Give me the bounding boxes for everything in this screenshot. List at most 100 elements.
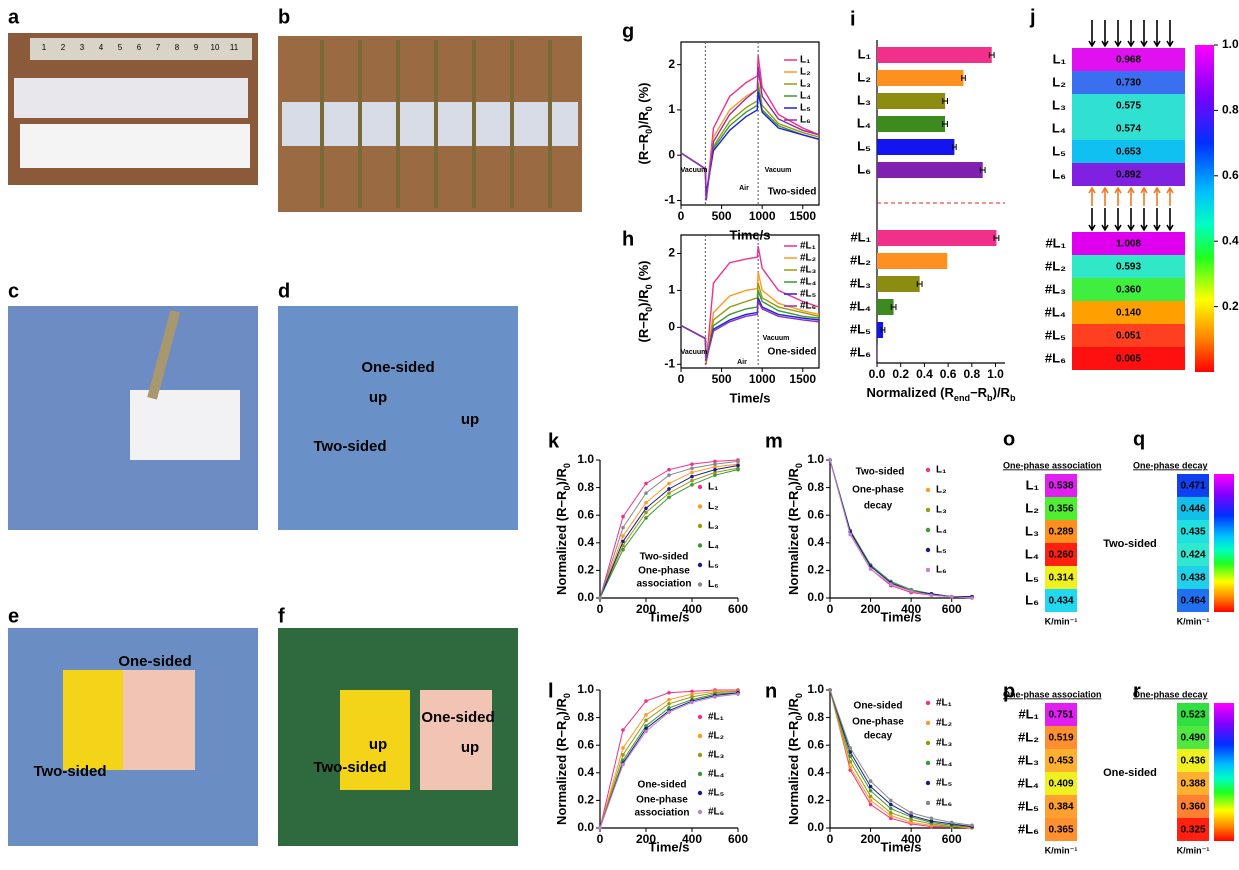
point [828, 458, 832, 462]
panel-letter: a [8, 6, 20, 28]
bar [877, 70, 964, 86]
y-tick-label: 1 [668, 283, 675, 297]
x-tick-label: 0 [597, 832, 604, 846]
point [690, 462, 694, 466]
legend-marker [926, 508, 930, 512]
cell-value: 0.434 [1048, 596, 1073, 607]
row-label: L₂ [1025, 500, 1039, 515]
legend-label: L₅ [708, 560, 719, 571]
electrode [396, 40, 400, 208]
point [598, 826, 602, 830]
legend-label: L₄ [936, 525, 947, 536]
series-line [681, 87, 819, 196]
legend-label: #L₅ [936, 778, 953, 789]
legend-marker [698, 563, 702, 567]
note: One-sided [1103, 767, 1157, 779]
point [828, 688, 832, 692]
arrow [1089, 208, 1095, 230]
bar [877, 93, 945, 109]
photo-label: up [369, 389, 387, 406]
legend-marker [698, 715, 702, 719]
y-tick-label: 0 [668, 147, 675, 161]
row-label: #L₁ [1045, 235, 1066, 250]
point [848, 765, 852, 769]
point [713, 462, 717, 466]
unit: K/min⁻¹ [1045, 616, 1078, 626]
cell-value: 0.464 [1180, 596, 1205, 607]
pink-sample [420, 690, 492, 790]
cell-value: 0.435 [1180, 527, 1205, 538]
axis [681, 42, 819, 205]
point [869, 799, 873, 803]
ruler-number: 9 [194, 43, 199, 52]
cell-value: 0.575 [1116, 101, 1141, 112]
panel-letter: h [622, 228, 634, 250]
panel-letter: n [765, 680, 777, 702]
point [644, 713, 648, 717]
cell-value: 0.490 [1180, 733, 1205, 744]
row-label: #L₂ [1045, 258, 1066, 273]
legend-label: L₃ [936, 505, 947, 516]
point [869, 567, 873, 571]
point [889, 807, 893, 811]
point [667, 710, 671, 714]
legend-label: L₅ [936, 545, 947, 556]
y-tick-label: 0.6 [577, 737, 594, 751]
point [736, 692, 740, 696]
arrow [1154, 208, 1160, 230]
row-label: L₄ [1052, 120, 1066, 135]
unit: K/min⁻¹ [1177, 616, 1210, 626]
paper-strip [14, 78, 248, 118]
legend-marker [698, 543, 702, 547]
y-tick-label: 0.6 [807, 507, 824, 521]
row-label: #L₂ [1018, 729, 1039, 744]
pink-sample [123, 670, 195, 770]
axis-label-part: )/R [786, 468, 801, 486]
point [889, 799, 893, 803]
legend-label: #L₄ [708, 769, 725, 780]
row-label: #L₁ [1018, 706, 1039, 721]
point [889, 582, 893, 586]
cell-value: 0.523 [1180, 710, 1205, 721]
legend-marker [698, 791, 702, 795]
point [621, 728, 625, 732]
axis-label-part: end [954, 393, 970, 403]
axis-label: Normalized (R−R0)/R0 [786, 693, 804, 825]
y-tick-label: 0 [668, 320, 675, 334]
point [970, 823, 974, 827]
row-label: #L₃ [1045, 281, 1066, 296]
category-label: L₅ [857, 138, 871, 153]
annotation: One-sided [768, 347, 817, 358]
x-tick-label: 500 [712, 372, 732, 386]
photo-label: up [461, 739, 479, 756]
legend-marker [698, 524, 702, 528]
legend-label: L₄ [800, 91, 811, 102]
point [690, 466, 694, 470]
row-label: L₁ [1053, 51, 1066, 66]
axis-label: Time/s [730, 390, 771, 405]
point [621, 540, 625, 544]
axis-label-part: 0 [794, 693, 804, 698]
annotation: association [634, 808, 689, 819]
arrow [1128, 208, 1134, 230]
cell-value: 0.438 [1180, 573, 1205, 584]
legend-label: L₄ [708, 540, 719, 551]
point [736, 464, 740, 468]
axis-label-part: −R [970, 385, 988, 400]
ruler-number: 2 [61, 43, 66, 52]
legend-label: #L₆ [708, 807, 724, 818]
row-label: L₆ [1052, 166, 1066, 181]
legend-label: #L₁ [708, 712, 724, 723]
panel-letter: m [765, 430, 783, 452]
ruler-number: 8 [175, 43, 180, 52]
cell-value: 0.360 [1116, 285, 1141, 296]
row-label: #L₃ [1018, 752, 1039, 767]
colorbar-label: 0.8 [1222, 103, 1239, 117]
cell-value: 0.446 [1180, 504, 1205, 515]
point [644, 491, 648, 495]
ruler-number: 10 [211, 43, 220, 52]
cell-value: 0.436 [1180, 756, 1205, 767]
legend-label: L₃ [708, 521, 719, 532]
legend-label: #L₅ [800, 289, 817, 300]
arrow [1128, 188, 1134, 206]
